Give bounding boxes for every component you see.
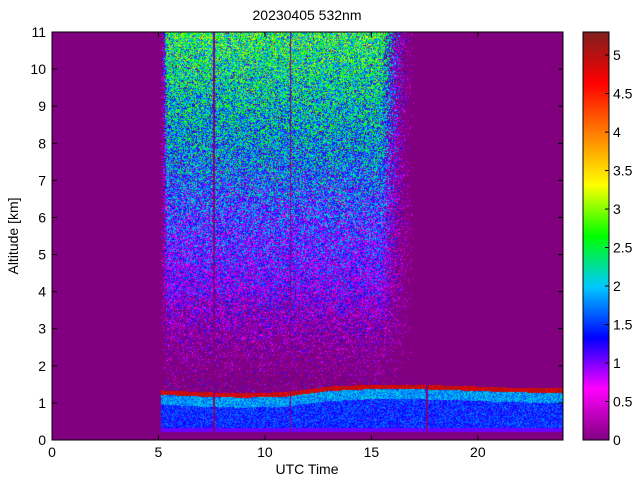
y-tick-label: 10 — [30, 61, 46, 77]
y-axis: 0 1 2 3 4 5 6 7 8 9 10 11 — [30, 24, 563, 448]
colorbar-tick-label: 2.5 — [613, 240, 633, 256]
colorbar-tick-label: 5 — [613, 47, 621, 63]
y-axis-label: Altitude [km] — [5, 197, 21, 274]
x-tick-label: 5 — [155, 444, 163, 460]
y-tick-label: 8 — [38, 135, 46, 151]
x-tick-label: 20 — [470, 444, 486, 460]
colorbar-tick-label: 3.5 — [613, 163, 633, 179]
colorbar-tick-label: 1.5 — [613, 317, 633, 333]
plot-frame — [51, 31, 564, 441]
y-tick-label: 3 — [38, 321, 46, 337]
lidar-heatmap-image — [52, 32, 563, 440]
colorbar-tick-label: 1 — [613, 355, 621, 371]
y-tick-label: 5 — [38, 247, 46, 263]
y-tick-label: 9 — [38, 98, 46, 114]
plot-area — [51, 31, 564, 441]
y-tick-label: 0 — [38, 432, 46, 448]
x-axis: 0 5 10 15 20 — [48, 32, 486, 460]
colorbar-tick-label: 4 — [613, 124, 621, 140]
colorbar-tick-label: 0 — [613, 432, 621, 448]
colorbar-ticks: 0 0.5 1 1.5 2 2.5 3 3.5 4 4.5 5 — [605, 47, 633, 448]
x-axis-label: UTC Time — [276, 461, 339, 477]
colorbar-gradient — [582, 31, 610, 441]
y-tick-label: 2 — [38, 358, 46, 374]
colorbar-tick-label: 4.5 — [613, 86, 633, 102]
x-tick-label: 15 — [364, 444, 380, 460]
y-tick-label: 4 — [38, 284, 46, 300]
y-tick-label: 6 — [38, 209, 46, 225]
chart-title: 20230405 532nm — [253, 7, 362, 23]
y-tick-label: 7 — [38, 172, 46, 188]
colorbar-tick-label: 0.5 — [613, 394, 633, 410]
colorbar: 0 0.5 1 1.5 2 2.5 3 3.5 4 4.5 5 — [582, 31, 633, 448]
colorbar-tick-label: 2 — [613, 278, 621, 294]
y-tick-label: 11 — [31, 24, 46, 40]
x-tick-label: 10 — [257, 444, 273, 460]
colorbar-tick-label: 3 — [613, 201, 621, 217]
y-tick-label: 1 — [38, 395, 46, 411]
x-tick-label: 0 — [48, 444, 56, 460]
